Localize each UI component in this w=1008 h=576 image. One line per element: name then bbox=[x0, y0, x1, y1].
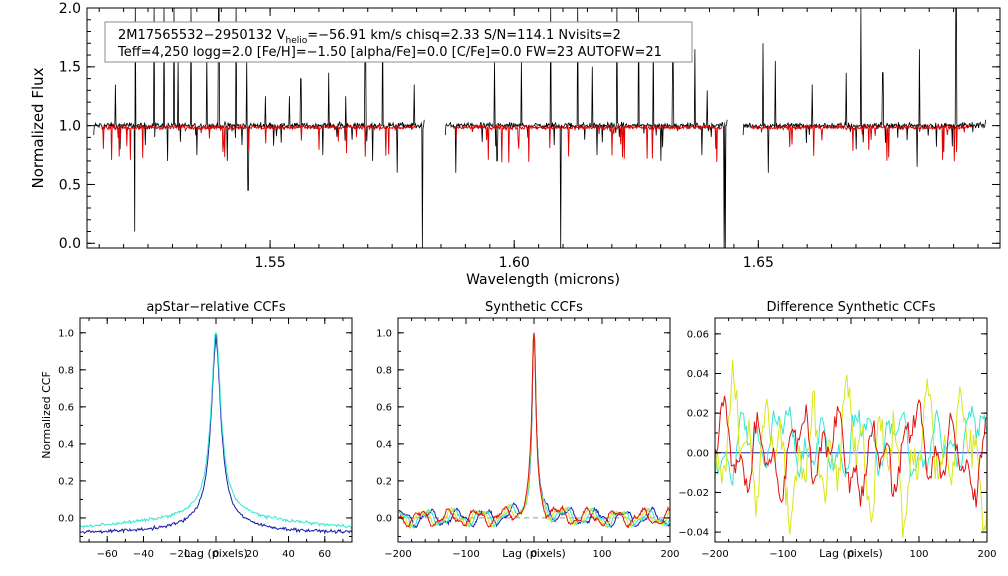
spectrum-xtick-label: 1.55 bbox=[255, 255, 286, 271]
difference-ccf-ytick-label: 0.00 bbox=[687, 448, 709, 459]
apstar-ccf-ytick-label: 0.0 bbox=[58, 513, 74, 524]
spectrum-ytick-label: 1.5 bbox=[59, 60, 81, 76]
model-spectrum-chip-1 bbox=[101, 122, 417, 161]
synthetic-ccf-ytick-label: 0.4 bbox=[376, 439, 392, 450]
difference-ccf-title: Difference Synthetic CCFs bbox=[766, 300, 935, 315]
apstar-ccf-xtick-label: 60 bbox=[318, 549, 331, 560]
apstar-ccf-title: apStar−relative CCFs bbox=[146, 300, 286, 315]
apstar-ccf-xtick-label: −20 bbox=[169, 549, 190, 560]
apstar-ccf-line-2 bbox=[80, 331, 352, 529]
spectrum-ytick-label: 1.0 bbox=[59, 119, 81, 135]
difference-ccf-ytick-label: 0.06 bbox=[687, 329, 709, 340]
apstar-ccf-ytick-label: 0.4 bbox=[58, 439, 74, 450]
difference-ccf-xlabel: Lag (pixels) bbox=[819, 547, 883, 560]
synthetic-ccf-xtick-label: 100 bbox=[592, 549, 611, 560]
synthetic-ccf-xtick-label: 200 bbox=[660, 549, 679, 560]
synthetic-ccf-ytick-label: 0.6 bbox=[376, 402, 392, 413]
synthetic-ccf-ytick-label: 0.2 bbox=[376, 476, 392, 487]
annotation-line-2: Teff=4,250 logg=2.0 [Fe/H]=−1.50 [alpha/… bbox=[117, 45, 662, 60]
apstar-ccf-panel: −60 −40 −20 0 20 40 60 0.0 0.2 0.4 0.6 0.8 1.0 apSta… bbox=[40, 300, 353, 560]
apstar-ccf-frame bbox=[79, 317, 353, 543]
apstar-ccf-xtick-label: −60 bbox=[97, 549, 118, 560]
spectrum-xtick-label: 1.60 bbox=[499, 255, 530, 271]
difference-ccf-xtick-label: 100 bbox=[909, 549, 928, 560]
observed-spectrum-chip-2 bbox=[444, 8, 728, 248]
spectrum-xlabel: Wavelength (microns) bbox=[466, 272, 620, 288]
apstar-ccf-xlabel: Lag (pixels) bbox=[184, 547, 248, 560]
apstar-ccf-ytick-label: 0.6 bbox=[58, 402, 74, 413]
difference-ccf-line-2 bbox=[715, 359, 987, 539]
synthetic-ccf-title: Synthetic CCFs bbox=[485, 300, 583, 315]
apstar-ccf-xtick-label: 20 bbox=[246, 549, 259, 560]
observed-spectrum-chip-3 bbox=[742, 8, 986, 173]
apstar-ccf-ytick-label: 1.0 bbox=[58, 328, 74, 339]
apstar-ccf-xtick-label: −40 bbox=[133, 549, 154, 560]
spectrum-ytick-label: 0.0 bbox=[59, 236, 81, 252]
difference-ccf-line-3 bbox=[715, 395, 987, 508]
difference-ccf-ytick-label: 0.02 bbox=[687, 409, 709, 420]
spectrum-xtick-label: 1.65 bbox=[743, 255, 774, 271]
synthetic-ccf-panel: −200 −100 0 100 200 0.0 0.2 0.4 0.6 0.8 1.0 Synthe… bbox=[376, 300, 679, 560]
difference-ccf-xtick-label: 0 bbox=[848, 549, 854, 560]
difference-ccf-ytick-label: 0.04 bbox=[687, 369, 709, 380]
difference-ccf-ytick-label: −0.02 bbox=[678, 488, 709, 499]
synthetic-ccf-ytick-label: 0.0 bbox=[376, 513, 392, 524]
synthetic-ccf-xlabel: Lag (pixels) bbox=[502, 547, 566, 560]
synthetic-ccf-ytick-label: 0.8 bbox=[376, 365, 392, 376]
apstar-ccf-ylabel: Normalized CCF bbox=[40, 371, 53, 459]
spectrum-ytick-label: 0.5 bbox=[59, 177, 81, 193]
synthetic-ccf-ytick-label: 1.0 bbox=[376, 328, 392, 339]
model-spectrum-chip-3 bbox=[750, 123, 972, 162]
difference-ccf-xtick-label: 200 bbox=[977, 549, 996, 560]
synthetic-ccf-xtick-label: 0 bbox=[531, 549, 537, 560]
apstar-ccf-ytick-label: 0.2 bbox=[58, 476, 74, 487]
spectrum-ylabel: Normalized Flux bbox=[29, 67, 47, 188]
synthetic-ccf-frame bbox=[397, 317, 671, 543]
difference-ccf-xtick-label: −200 bbox=[701, 549, 728, 560]
spectrum-panel: 1.55 1.60 1.65 0.0 0.5 1.0 1.5 2.0 Wavelength (… bbox=[29, 1, 1001, 288]
apstar-ccf-xtick-label: 0 bbox=[213, 549, 219, 560]
apstar-ccf-xtick-label: 40 bbox=[282, 549, 295, 560]
model-spectrum-chip-2 bbox=[452, 123, 722, 163]
difference-ccf-line-1 bbox=[715, 405, 987, 487]
annotation-box bbox=[104, 21, 693, 63]
synthetic-ccf-xtick-label: −100 bbox=[452, 549, 479, 560]
synthetic-ccf-line-2 bbox=[398, 332, 670, 529]
apstar-ccf-ytick-label: 0.8 bbox=[58, 365, 74, 376]
apstar-ccf-line-1 bbox=[80, 334, 352, 535]
synthetic-ccf-xtick-label: −200 bbox=[384, 549, 411, 560]
synthetic-ccf-line-1 bbox=[398, 332, 670, 529]
synthetic-ccf-line-3 bbox=[398, 332, 670, 531]
annotation-line-1: 2M17565532−2950132 Vhelio=−56.91 km/s ch… bbox=[118, 28, 621, 46]
synthetic-ccf-line-4 bbox=[398, 332, 670, 529]
difference-ccf-ytick-label: −0.04 bbox=[678, 528, 709, 539]
difference-ccf-xtick-label: −100 bbox=[769, 549, 796, 560]
spectrum-frame bbox=[86, 7, 1001, 249]
difference-ccf-panel: −200 −100 0 100 200 −0.04 −0.02 0.00 0.02 0.04 0.0… bbox=[678, 300, 996, 560]
spectrum-ytick-label: 2.0 bbox=[59, 1, 81, 17]
